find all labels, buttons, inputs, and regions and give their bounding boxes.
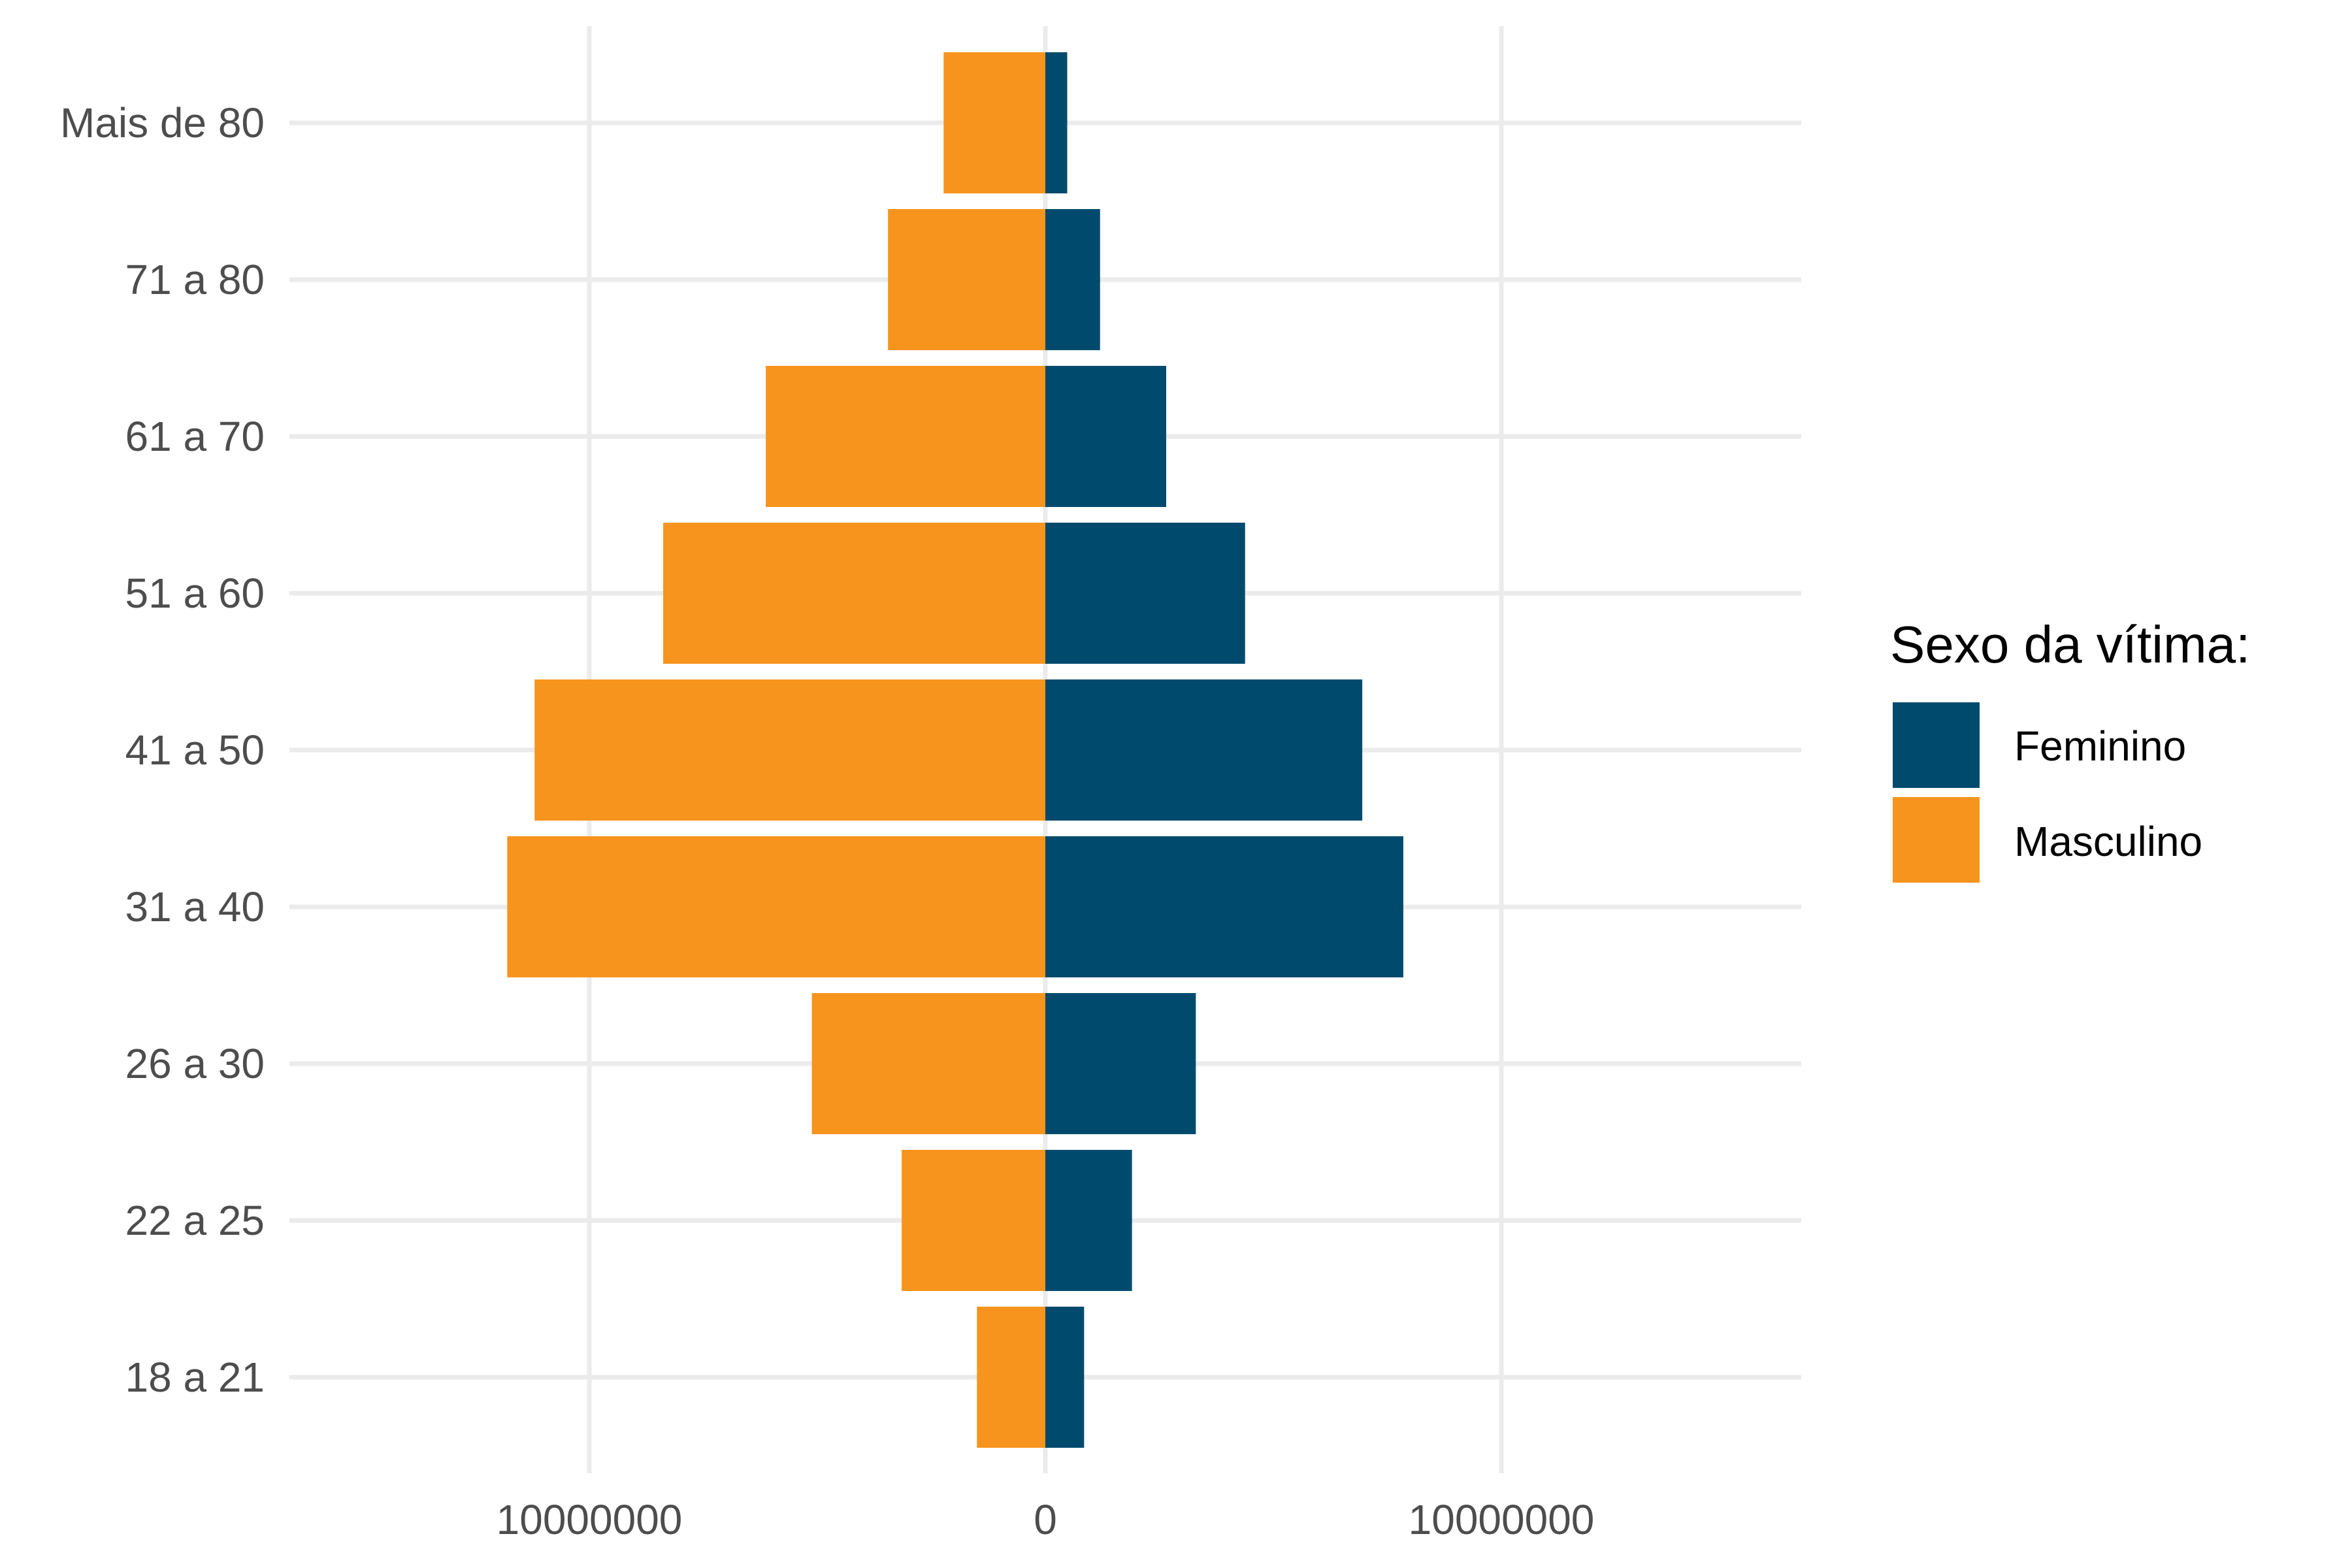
bar-masculino-5 (663, 523, 1045, 664)
y-tick-label-2: 26 a 30 (125, 1040, 265, 1087)
bar-feminino-0 (1045, 1307, 1085, 1448)
legend-title: Sexo da vítima: (1890, 615, 2250, 674)
bar-feminino-6 (1045, 366, 1166, 507)
bar-masculino-4 (534, 679, 1045, 821)
x-axis-tick-labels: 10000000 0 10000000 (497, 1496, 1595, 1543)
legend-label-feminino: Feminino (2014, 723, 2186, 770)
bar-masculino-3 (507, 836, 1045, 977)
y-axis-tick-labels: 18 a 21 22 a 25 26 a 30 31 a 40 41 a 50 51 a … (60, 99, 265, 1401)
y-tick-label-8: Mais de 80 (60, 99, 265, 146)
bar-feminino-1 (1045, 1150, 1132, 1291)
bar-feminino-5 (1045, 523, 1245, 664)
bar-masculino-8 (943, 52, 1045, 193)
bar-masculino-1 (902, 1150, 1045, 1291)
y-tick-label-3: 31 a 40 (125, 883, 265, 930)
legend-label-masculino: Masculino (2014, 818, 2202, 865)
y-tick-label-6: 61 a 70 (125, 413, 265, 460)
bar-masculino-0 (977, 1307, 1045, 1448)
y-tick-label-4: 41 a 50 (125, 727, 265, 774)
x-tick-label-1: 0 (1034, 1496, 1057, 1543)
y-tick-label-0: 18 a 21 (125, 1354, 265, 1401)
bar-feminino-3 (1045, 836, 1403, 977)
legend-swatch-feminino (1893, 702, 1980, 788)
bar-feminino-4 (1045, 679, 1363, 821)
legend: Sexo da vítima: Feminino Masculino (1890, 615, 2250, 883)
bar-masculino-2 (811, 993, 1045, 1134)
x-tick-label-2: 10000000 (1409, 1496, 1595, 1543)
bar-feminino-2 (1045, 993, 1196, 1134)
y-tick-label-7: 71 a 80 (125, 256, 265, 303)
bar-masculino-7 (888, 209, 1045, 350)
legend-swatch-masculino (1893, 797, 1980, 883)
y-tick-label-1: 22 a 25 (125, 1197, 265, 1244)
bar-feminino-7 (1045, 209, 1100, 350)
bars (507, 52, 1403, 1448)
y-tick-label-5: 51 a 60 (125, 570, 265, 617)
bar-feminino-8 (1045, 52, 1068, 193)
x-tick-label-0: 10000000 (497, 1496, 683, 1543)
bar-masculino-6 (766, 366, 1045, 507)
